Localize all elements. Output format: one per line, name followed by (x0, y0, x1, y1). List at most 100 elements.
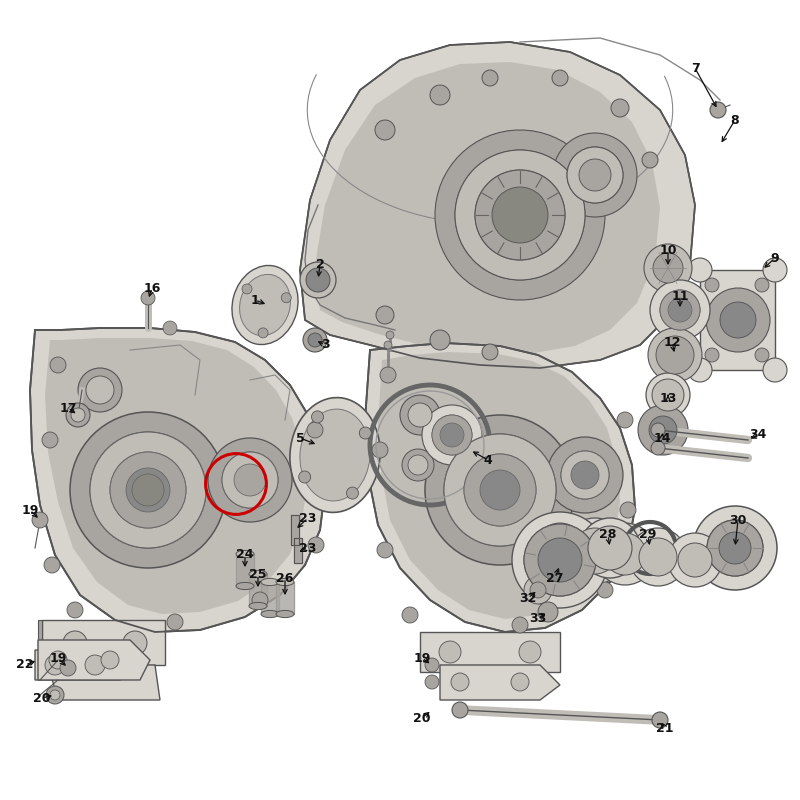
Polygon shape (440, 665, 560, 700)
Circle shape (705, 278, 719, 292)
Circle shape (644, 244, 692, 292)
Circle shape (524, 524, 596, 596)
Circle shape (432, 415, 472, 455)
Polygon shape (249, 574, 267, 606)
Circle shape (547, 437, 623, 513)
Circle shape (422, 405, 482, 465)
Polygon shape (35, 650, 140, 680)
Circle shape (110, 452, 186, 528)
Circle shape (611, 99, 629, 117)
Ellipse shape (261, 610, 279, 618)
Circle shape (538, 602, 558, 622)
Text: 7: 7 (690, 62, 699, 74)
Circle shape (66, 403, 90, 427)
Circle shape (452, 702, 468, 718)
Text: 13: 13 (659, 391, 677, 405)
Polygon shape (261, 582, 279, 614)
Text: 19: 19 (22, 503, 38, 517)
Text: 27: 27 (546, 571, 564, 585)
Circle shape (763, 258, 787, 282)
Circle shape (432, 415, 472, 455)
Circle shape (346, 487, 358, 499)
Circle shape (308, 333, 322, 347)
Circle shape (639, 538, 677, 576)
Circle shape (90, 432, 206, 548)
Circle shape (649, 416, 677, 444)
Circle shape (60, 660, 76, 676)
Circle shape (425, 675, 439, 689)
Circle shape (482, 70, 498, 86)
Circle shape (561, 451, 609, 499)
Polygon shape (38, 640, 150, 680)
Text: 23: 23 (299, 542, 317, 554)
Circle shape (380, 367, 396, 383)
Circle shape (408, 403, 432, 427)
Circle shape (163, 321, 177, 335)
Circle shape (482, 344, 498, 360)
Circle shape (67, 602, 83, 618)
Circle shape (44, 557, 60, 573)
Circle shape (402, 449, 434, 481)
Ellipse shape (236, 582, 254, 590)
Circle shape (511, 673, 529, 691)
Polygon shape (300, 42, 695, 368)
Circle shape (646, 373, 690, 417)
Polygon shape (700, 270, 775, 370)
Circle shape (308, 537, 324, 553)
Text: 16: 16 (143, 282, 161, 294)
Circle shape (375, 120, 395, 140)
Circle shape (384, 341, 392, 349)
Circle shape (234, 464, 266, 496)
Polygon shape (294, 538, 302, 562)
Circle shape (306, 268, 330, 292)
Circle shape (101, 651, 119, 669)
Ellipse shape (239, 274, 290, 336)
Text: 1: 1 (250, 294, 259, 306)
Circle shape (430, 85, 450, 105)
Text: 10: 10 (659, 243, 677, 257)
Circle shape (720, 302, 756, 338)
Circle shape (567, 147, 623, 203)
Text: 4: 4 (484, 454, 492, 466)
Circle shape (208, 438, 292, 522)
Circle shape (480, 470, 520, 510)
Circle shape (303, 328, 327, 352)
Circle shape (561, 451, 609, 499)
Circle shape (594, 523, 656, 585)
Text: 11: 11 (671, 290, 689, 302)
Text: 24: 24 (236, 549, 254, 562)
Circle shape (642, 152, 658, 168)
Circle shape (71, 408, 85, 422)
Circle shape (63, 631, 87, 655)
Ellipse shape (249, 570, 267, 578)
Circle shape (660, 290, 700, 330)
Circle shape (32, 512, 48, 528)
Circle shape (617, 412, 633, 428)
Circle shape (85, 655, 105, 675)
Ellipse shape (276, 610, 294, 618)
Circle shape (440, 423, 464, 447)
Circle shape (524, 576, 552, 604)
Text: 2: 2 (316, 258, 324, 271)
Circle shape (90, 432, 206, 548)
Circle shape (400, 395, 440, 435)
Circle shape (42, 432, 58, 448)
Circle shape (425, 658, 439, 672)
Circle shape (359, 427, 371, 439)
Circle shape (706, 288, 770, 352)
Ellipse shape (300, 409, 370, 501)
Circle shape (242, 284, 252, 294)
Circle shape (408, 455, 428, 475)
Circle shape (535, 523, 585, 573)
Circle shape (307, 422, 323, 438)
Text: 5: 5 (296, 431, 304, 445)
Circle shape (50, 690, 60, 700)
Circle shape (222, 452, 278, 508)
Circle shape (710, 102, 726, 118)
Circle shape (372, 442, 388, 458)
Circle shape (70, 412, 226, 568)
Text: 22: 22 (16, 658, 34, 671)
Polygon shape (236, 554, 254, 586)
Text: 9: 9 (770, 251, 779, 265)
Polygon shape (45, 338, 307, 614)
